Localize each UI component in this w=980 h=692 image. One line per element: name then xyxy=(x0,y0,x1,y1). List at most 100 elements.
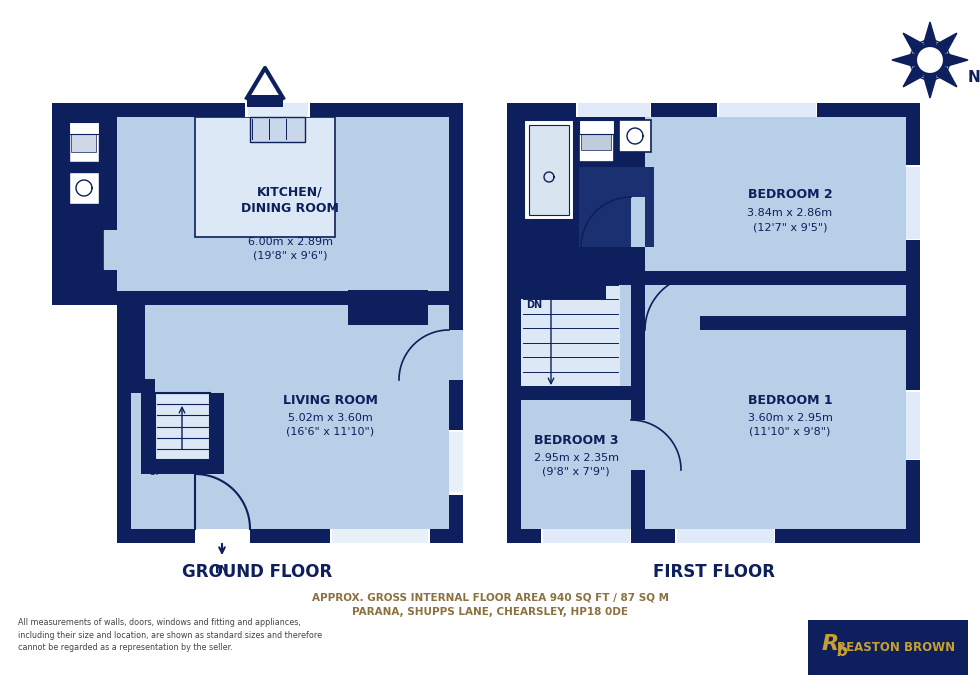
Text: 2.95m x 2.35m: 2.95m x 2.35m xyxy=(533,453,618,463)
Bar xyxy=(66,117,103,291)
Text: (12'7" x 9'5"): (12'7" x 9'5") xyxy=(753,222,827,232)
Bar xyxy=(507,103,920,117)
Bar xyxy=(677,529,774,543)
Bar xyxy=(619,120,651,152)
Bar xyxy=(578,103,650,117)
Bar xyxy=(631,117,645,529)
Text: GROUND FLOOR: GROUND FLOOR xyxy=(182,563,332,581)
Polygon shape xyxy=(930,33,956,60)
Bar xyxy=(808,620,968,675)
Bar xyxy=(155,393,210,460)
Bar xyxy=(529,125,569,215)
Text: APPROX. GROSS INTERNAL FLOOR AREA 940 SQ FT / 87 SQ M: APPROX. GROSS INTERNAL FLOOR AREA 940 SQ… xyxy=(312,593,668,603)
Bar xyxy=(645,316,700,330)
Bar xyxy=(719,103,816,117)
Bar xyxy=(521,285,620,386)
Bar xyxy=(543,529,630,543)
Text: b: b xyxy=(837,644,848,659)
Bar xyxy=(906,103,920,543)
Text: BEDROOM 1: BEDROOM 1 xyxy=(748,394,832,406)
Bar xyxy=(52,103,463,117)
Text: FIRST FLOOR: FIRST FLOOR xyxy=(653,563,775,581)
Bar xyxy=(645,316,906,330)
Bar xyxy=(581,122,611,150)
Bar xyxy=(449,103,463,543)
Text: BEDROOM 3: BEDROOM 3 xyxy=(534,433,618,446)
Bar xyxy=(66,117,103,291)
Bar xyxy=(247,95,283,107)
Polygon shape xyxy=(924,22,936,60)
Bar xyxy=(117,529,463,543)
Text: (11'10" x 9'8"): (11'10" x 9'8") xyxy=(750,427,831,437)
Text: DN: DN xyxy=(526,300,542,310)
Text: 6.00m x 2.89m: 6.00m x 2.89m xyxy=(248,237,332,247)
Bar xyxy=(507,103,521,543)
Bar xyxy=(645,271,906,285)
Bar xyxy=(906,165,920,240)
Bar xyxy=(195,529,250,543)
Bar xyxy=(348,290,428,325)
Bar xyxy=(248,103,308,117)
Bar xyxy=(195,117,335,237)
Bar xyxy=(332,529,428,543)
Bar xyxy=(141,393,155,474)
Text: IN: IN xyxy=(216,565,228,575)
Polygon shape xyxy=(904,60,930,87)
Bar xyxy=(521,386,631,400)
Bar xyxy=(906,167,920,239)
Text: 3.84m x 2.86m: 3.84m x 2.86m xyxy=(748,208,833,218)
Polygon shape xyxy=(930,54,968,66)
Text: N: N xyxy=(967,71,980,86)
Bar xyxy=(117,305,131,543)
Bar xyxy=(521,117,631,271)
Bar xyxy=(69,172,99,204)
Bar xyxy=(675,529,775,543)
Bar xyxy=(131,291,449,305)
Text: LIVING ROOM: LIVING ROOM xyxy=(282,394,377,406)
Bar xyxy=(250,117,305,142)
Bar xyxy=(906,390,920,460)
Bar xyxy=(521,271,645,285)
Bar xyxy=(524,120,574,220)
Text: REASTON BROWN: REASTON BROWN xyxy=(837,641,956,654)
Bar xyxy=(521,285,606,299)
Bar xyxy=(210,393,224,460)
Text: (19'8" x 9'6"): (19'8" x 9'6") xyxy=(253,251,327,261)
Bar xyxy=(131,379,155,393)
Bar xyxy=(906,392,920,459)
Bar xyxy=(631,197,645,247)
Bar xyxy=(579,120,614,134)
Bar xyxy=(449,430,463,495)
Bar xyxy=(52,103,463,305)
Text: BEDROOM 2: BEDROOM 2 xyxy=(748,188,832,201)
Bar xyxy=(579,167,654,247)
Text: UP: UP xyxy=(148,467,162,477)
Text: (9'8" x 7'9"): (9'8" x 7'9") xyxy=(542,467,610,477)
Bar xyxy=(541,529,631,543)
Bar xyxy=(52,103,66,305)
Bar xyxy=(507,529,920,543)
Polygon shape xyxy=(892,54,930,66)
Bar xyxy=(52,291,131,305)
Text: 3.60m x 2.95m: 3.60m x 2.95m xyxy=(748,413,832,423)
Text: UP: UP xyxy=(165,463,179,473)
Bar xyxy=(449,330,463,380)
Bar xyxy=(449,432,463,492)
Text: 5.02m x 3.60m: 5.02m x 3.60m xyxy=(287,413,372,423)
Text: (16'6" x 11'10"): (16'6" x 11'10") xyxy=(286,427,374,437)
Text: KITCHEN/
DINING ROOM: KITCHEN/ DINING ROOM xyxy=(241,185,339,215)
Bar xyxy=(579,120,614,162)
Bar xyxy=(717,103,817,117)
Text: All measurements of walls, doors, windows and fitting and appliances,
including : All measurements of walls, doors, window… xyxy=(18,618,322,652)
Bar xyxy=(507,103,920,543)
Text: R: R xyxy=(821,635,839,655)
Bar xyxy=(330,529,430,543)
Bar xyxy=(631,420,645,470)
Bar xyxy=(103,230,117,270)
Bar xyxy=(131,305,145,393)
Circle shape xyxy=(916,46,944,74)
Bar xyxy=(576,103,651,117)
Polygon shape xyxy=(924,60,936,98)
Bar xyxy=(69,122,99,134)
Bar xyxy=(52,103,117,305)
